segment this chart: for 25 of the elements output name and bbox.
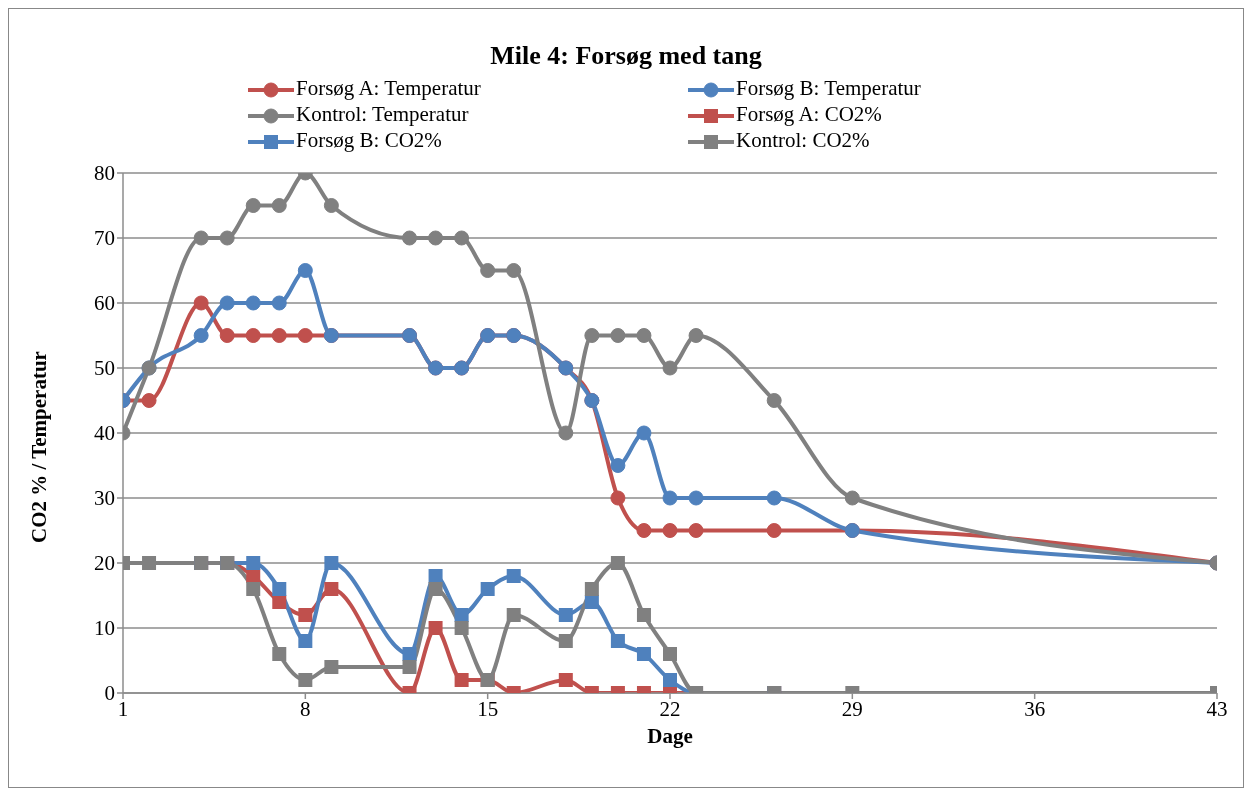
x-tick-label: 22: [659, 696, 681, 721]
legend-label: Forsøg B: CO2%: [296, 128, 442, 152]
chart-title: Mile 4: Forsøg med tang: [489, 41, 763, 71]
x-tick-label: 43: [1206, 696, 1228, 721]
y-tick-label: 30: [94, 486, 115, 511]
x-axis-title: Dage: [647, 724, 693, 748]
y-tick-label: 50: [94, 356, 115, 381]
y-tick-label: 0: [104, 681, 115, 706]
y-tick-label: 70: [94, 226, 115, 251]
x-tick-label: 8: [300, 696, 311, 721]
y-tick-label: 10: [94, 616, 115, 641]
legend-label: Kontrol: Temperatur: [296, 102, 469, 126]
legend-label: Forsøg A: Temperatur: [296, 76, 481, 100]
y-axis-title: CO2 % / Temperatur: [27, 351, 52, 543]
x-tick-label: 36: [1024, 696, 1046, 721]
x-tick-label: 29: [841, 696, 863, 721]
y-tick-label: 80: [94, 161, 115, 186]
legend-label: Forsøg B: Temperatur: [736, 76, 921, 100]
y-tick-label: 20: [94, 551, 115, 576]
x-tick-label: 1: [117, 696, 129, 721]
legend-label: Kontrol: CO2%: [736, 128, 870, 152]
x-tick-label: 15: [477, 696, 499, 721]
y-tick-label: 60: [94, 291, 115, 316]
y-tick-label: 40: [94, 421, 115, 446]
legend-label: Forsøg A: CO2%: [736, 102, 882, 126]
